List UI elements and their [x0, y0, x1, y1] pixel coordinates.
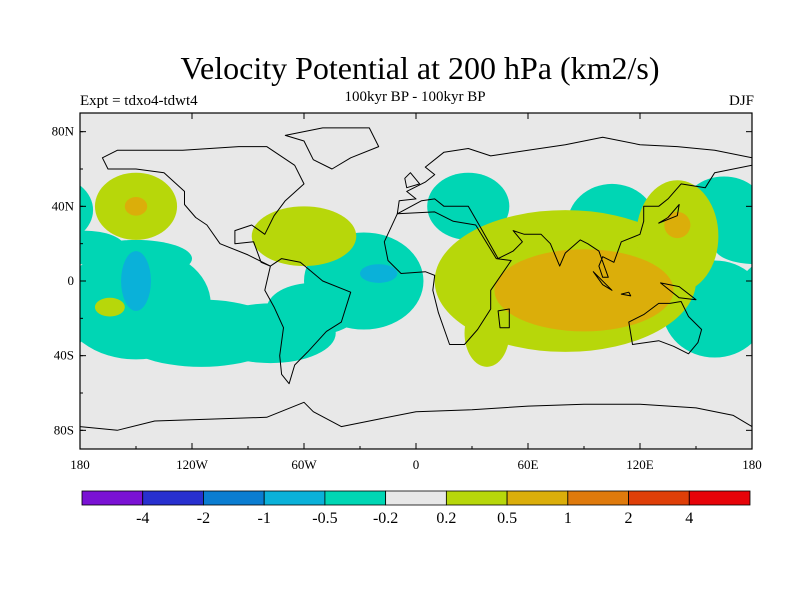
colorbar-label: 0.5	[497, 510, 517, 527]
chart-title: Velocity Potential at 200 hPa (km2/s)	[180, 50, 660, 86]
chart-subtitle: 100kyr BP - 100kyr BP	[344, 89, 486, 105]
contour-region--0.2-wrap	[80, 275, 95, 343]
y-tick-label: 40N	[52, 198, 75, 213]
colorbar-label: 4	[685, 510, 693, 527]
colorbar-label: -4	[136, 510, 149, 527]
coastlines	[80, 127, 752, 449]
colorbar-label: -2	[197, 510, 210, 527]
contour-region--0.2-wrap	[80, 185, 94, 235]
y-tick-label: 40S	[54, 348, 74, 363]
contour-region--0.2	[266, 282, 361, 336]
coastline	[592, 271, 613, 291]
colorbar-swatch	[445, 490, 508, 506]
colorbar-label: -0.2	[373, 510, 398, 527]
contour-region--0.5	[360, 264, 398, 283]
x-tick-label: 120W	[176, 457, 209, 472]
coastline	[497, 308, 510, 329]
colorbar-swatch	[324, 490, 387, 506]
x-tick-label: 60W	[291, 457, 317, 472]
colorbar-label: -0.5	[312, 510, 337, 527]
x-tick-label: 0	[413, 457, 420, 472]
colorbar-swatch	[203, 490, 265, 506]
colorbar-swatch	[506, 490, 569, 506]
coastline	[660, 282, 697, 301]
colorbar-swatch	[81, 490, 144, 506]
colorbar-swatch	[567, 490, 629, 506]
colorbar-swatch	[142, 490, 204, 506]
y-tick-label: 80S	[54, 422, 74, 437]
colorbar-label: 2	[625, 510, 633, 527]
y-tick-label: 0	[68, 273, 75, 288]
y-tick-label: 80N	[52, 124, 75, 139]
coastline	[80, 401, 752, 449]
x-tick-label: 120E	[626, 457, 654, 472]
coastline	[628, 301, 703, 355]
contour-region-0.2	[464, 299, 510, 367]
x-tick-label: 180	[70, 457, 90, 472]
contour-region-0.2	[94, 297, 125, 317]
colorbar-swatch	[263, 490, 326, 506]
colorbar-label: -1	[258, 510, 271, 527]
colorbar-label: 1	[564, 510, 572, 527]
coastline	[383, 211, 512, 345]
x-tick-label: 60E	[518, 457, 539, 472]
coastline	[284, 127, 380, 170]
coastline	[101, 146, 305, 267]
colorbar-swatch	[688, 490, 751, 506]
season-label: DJF	[728, 93, 754, 109]
coastline	[658, 204, 680, 224]
coastline	[404, 172, 421, 189]
colorbar-swatch	[385, 490, 447, 506]
contour-region-0.5	[124, 197, 148, 216]
coastline	[396, 136, 752, 278]
x-tick-label: 180	[742, 457, 762, 472]
experiment-label: Expt = tdxo4-tdwt4	[80, 93, 198, 109]
contour-region--0.5	[121, 251, 151, 311]
colorbar-swatch	[628, 490, 690, 506]
colorbar-label: 0.2	[436, 510, 456, 527]
contour-region-0.2	[251, 206, 357, 267]
coastline	[264, 258, 352, 385]
coastline	[620, 291, 632, 297]
contour-region-0.5	[494, 249, 674, 332]
